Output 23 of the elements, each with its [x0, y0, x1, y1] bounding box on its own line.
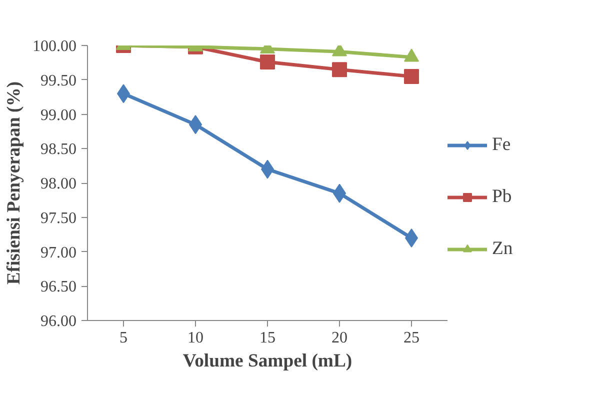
y-tick-label: 96.00 — [40, 313, 76, 330]
legend-label: Zn — [492, 238, 513, 260]
point — [260, 54, 275, 70]
y-tick-label: 99.50 — [40, 72, 76, 90]
x-tick-label: 15 — [260, 330, 276, 346]
y-tick-label: 97.00 — [40, 244, 76, 262]
x-axis-title: Volume Sampel (mL) — [182, 350, 352, 372]
x-tick-label: 20 — [332, 330, 348, 346]
x-tick-label: 5 — [120, 330, 128, 346]
y-tick-label: 96.50 — [40, 278, 76, 296]
legend-label: Fe — [492, 134, 512, 156]
x-tick-label: 10 — [188, 330, 204, 346]
x-tick-label: 25 — [404, 330, 420, 346]
point — [404, 68, 419, 84]
y-axis-title: Efisiensi Penyerapan (%) — [4, 81, 24, 285]
y-tick-label: 98.00 — [40, 176, 76, 192]
y-tick-label: 99.00 — [40, 106, 76, 124]
y-tick-label: 97.50 — [40, 210, 76, 227]
y-tick-label: 100.00 — [32, 38, 76, 55]
legend-label: Pb — [492, 186, 512, 208]
point — [332, 46, 347, 56]
point — [332, 62, 347, 78]
y-tick-label: 98.50 — [40, 141, 76, 158]
